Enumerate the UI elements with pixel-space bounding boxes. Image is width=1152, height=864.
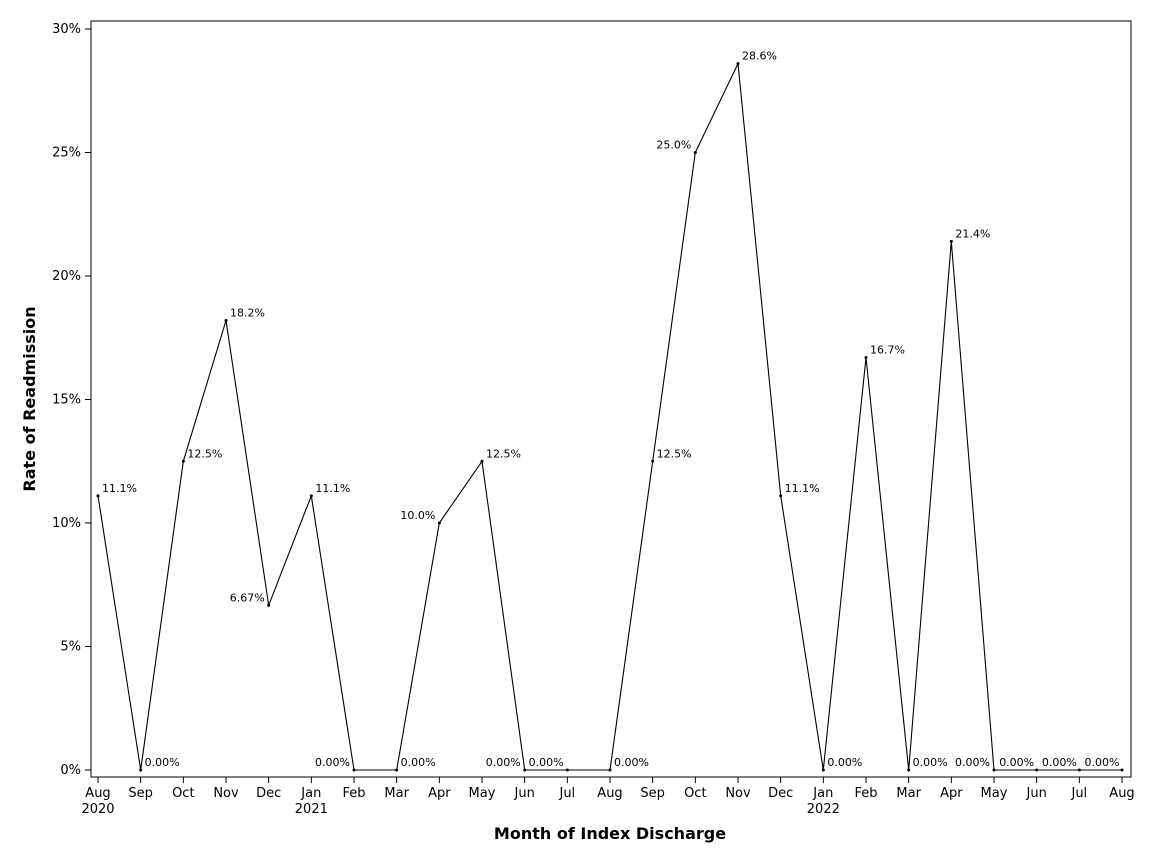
data-point [693,151,697,154]
data-label: 0.00% [486,756,521,769]
data-label: 12.5% [657,447,692,460]
data-label: 11.1% [785,482,820,495]
y-tick-label: 5% [60,640,81,655]
x-tick-label: Jan [812,786,833,801]
data-label: 16.7% [870,344,905,357]
data-point [480,459,484,463]
data-point [1035,768,1039,772]
x-tick-label: Jun [514,786,535,801]
data-point [96,494,100,498]
x-tick-label: Feb [342,786,365,801]
x-axis-label: Month of Index Discharge [494,824,726,843]
x-tick-label: May [469,786,496,801]
data-point [821,768,825,772]
data-point [736,62,740,66]
data-point [779,494,783,498]
x-tick-label: Nov [725,786,751,801]
x-tick-label: Apr [428,786,451,801]
data-label: 25.0% [656,139,691,152]
series-group [96,61,1124,772]
data-label: 0.00% [999,756,1034,769]
y-tick-label: 10% [52,516,81,531]
plot-frame [90,20,1132,778]
data-label: 21.4% [955,227,990,240]
data-point [224,318,228,322]
data-label: 0.00% [1085,756,1120,769]
data-label: 0.00% [315,756,350,769]
data-label: 11.1% [315,482,350,495]
data-point [352,768,356,772]
x-tick-label: Aug [85,786,110,801]
x-tick-label: Apr [940,786,963,801]
x-tick-label: May [981,786,1008,801]
x-tick-label: Dec [768,786,793,801]
x-year-label: 2021 [295,802,328,817]
data-label: 28.6% [742,50,777,63]
x-tick-label: Feb [854,786,877,801]
data-point [1120,768,1124,772]
data-point [139,768,143,772]
data-label: 0.00% [145,756,180,769]
data-label: 0.00% [827,756,862,769]
x-tick-label: Mar [384,786,409,801]
data-label: 12.5% [486,447,521,460]
data-label: 12.5% [187,447,222,460]
data-point [565,768,569,772]
x-tick-label: Oct [172,786,194,801]
data-point [437,521,441,525]
data-point [949,239,953,243]
y-tick-label: 25% [52,146,81,161]
data-point [1077,768,1081,772]
x-tick-label: Mar [896,786,921,801]
y-tick-label: 20% [52,269,81,284]
y-axis: 0% 5% 10% 15% 20% 25% 30% [52,22,91,778]
x-tick-label: Aug [597,786,622,801]
data-label: 10.0% [400,509,435,522]
data-point [864,356,868,360]
data-label: 0.00% [913,756,948,769]
y-tick-label: 0% [60,763,81,778]
x-tick-label: Jul [1070,786,1087,801]
data-labels: 11.1% 0.00% 12.5% 18.2% 6.67% 11.1% 0.00% 0.00%… [102,50,1119,769]
x-tick-label: Dec [256,786,281,801]
x-tick-label: Jun [1026,786,1047,801]
x-tick-label: Aug [1109,786,1134,801]
data-point [651,459,655,463]
x-tick-label: Jan [300,786,321,801]
x-tick-label: Sep [640,786,665,801]
x-year-label: 2020 [81,802,114,817]
x-year-label: 2022 [807,802,840,817]
data-point [608,768,612,772]
data-label: 6.67% [230,591,265,604]
x-tick-label: Nov [213,786,239,801]
y-axis-label: Rate of Readmission [20,306,39,491]
x-tick-label: Jul [558,786,575,801]
data-label: 0.00% [401,756,436,769]
data-point [992,768,996,772]
data-label: 0.00% [529,756,564,769]
data-label: 0.00% [955,756,990,769]
y-tick-label: 30% [52,22,81,37]
data-point [907,768,911,772]
data-point [181,459,185,463]
data-point [523,768,527,772]
data-point [395,768,399,772]
x-tick-label: Sep [128,786,153,801]
x-tick-label: Oct [684,786,706,801]
data-point [267,603,271,607]
data-label: 11.1% [102,482,137,495]
data-point [309,494,313,498]
y-tick-label: 15% [52,393,81,408]
data-label: 0.00% [614,756,649,769]
x-axis: Aug Sep Oct Nov Dec Jan Feb Mar Apr May Jun Jul Aug S… [81,777,1135,817]
data-label: 0.00% [1042,756,1077,769]
data-label: 18.2% [230,306,265,319]
